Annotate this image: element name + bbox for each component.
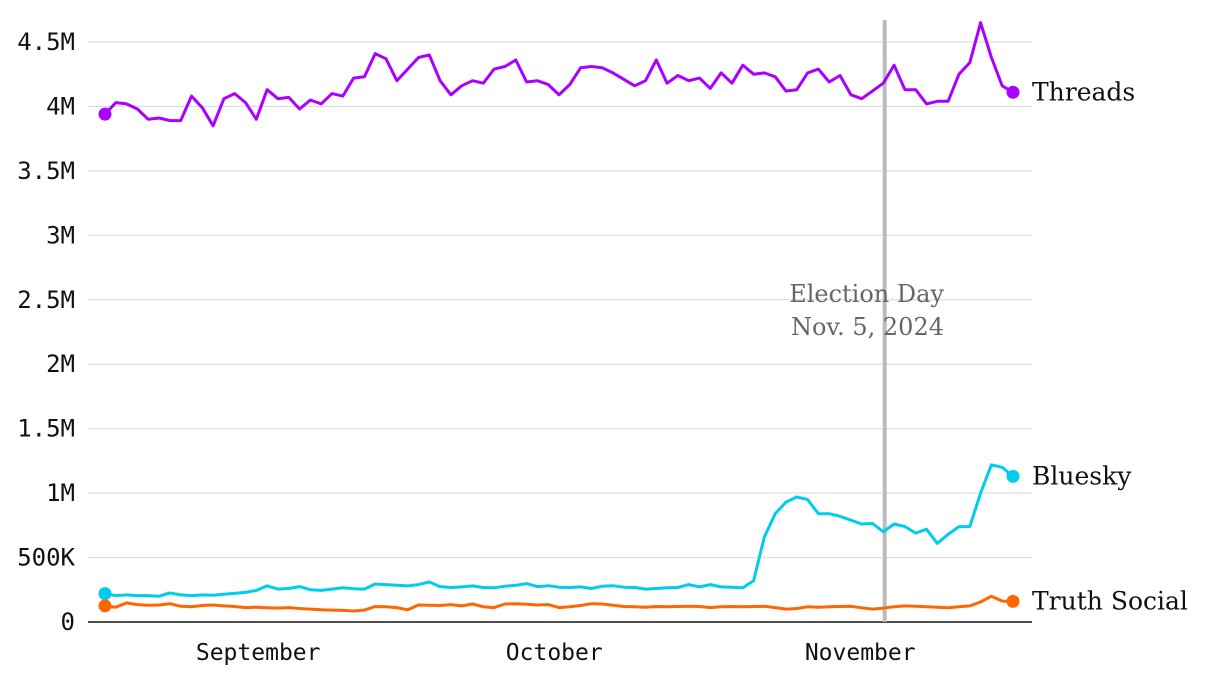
y-tick-label: 2.5M: [17, 286, 75, 314]
annotation-line-2: Nov. 5, 2024: [791, 313, 944, 341]
y-axis-ticks: 0 500K 1M 1.5M 2M 2.5M 3M 3.5M 4M 4.5M: [17, 28, 75, 636]
x-tick-label: November: [805, 640, 916, 666]
bluesky-line: [104, 463, 1014, 598]
truth-social-start-point: [98, 599, 112, 613]
x-tick-label: September: [196, 640, 321, 666]
election-day-annotation: Election Day Nov. 5, 2024: [789, 20, 944, 622]
x-tick-label: October: [506, 640, 603, 666]
y-tick-label: 2M: [46, 350, 75, 378]
truth-social-line: [104, 594, 1014, 613]
threads-line: [103, 21, 1014, 128]
x-axis-ticks: September October November: [196, 640, 916, 666]
y-tick-label: 1M: [46, 479, 75, 507]
threads-start-point: [98, 107, 112, 121]
y-tick-label: 4.5M: [17, 28, 75, 56]
bluesky-start-point: [98, 587, 112, 601]
bluesky-series-label: Bluesky: [1032, 461, 1132, 490]
bluesky-end-point: [1006, 469, 1020, 483]
annotation-line-1: Election Day: [789, 280, 944, 308]
y-tick-label: 4M: [46, 92, 75, 120]
threads-series-label: Threads: [1032, 77, 1135, 106]
truth-social-end-point: [1006, 594, 1020, 608]
y-tick-label: 500K: [17, 544, 75, 572]
gridlines: [88, 41, 1032, 623]
y-tick-label: 3.5M: [17, 157, 75, 185]
threads-end-point: [1006, 85, 1020, 99]
y-tick-label: 0: [61, 608, 75, 636]
y-tick-label: 3M: [46, 221, 75, 249]
truth-social-series-label: Truth Social: [1032, 586, 1188, 615]
series-lines: Threads Bluesky Truth Social: [98, 21, 1188, 615]
y-tick-label: 1.5M: [17, 415, 75, 443]
